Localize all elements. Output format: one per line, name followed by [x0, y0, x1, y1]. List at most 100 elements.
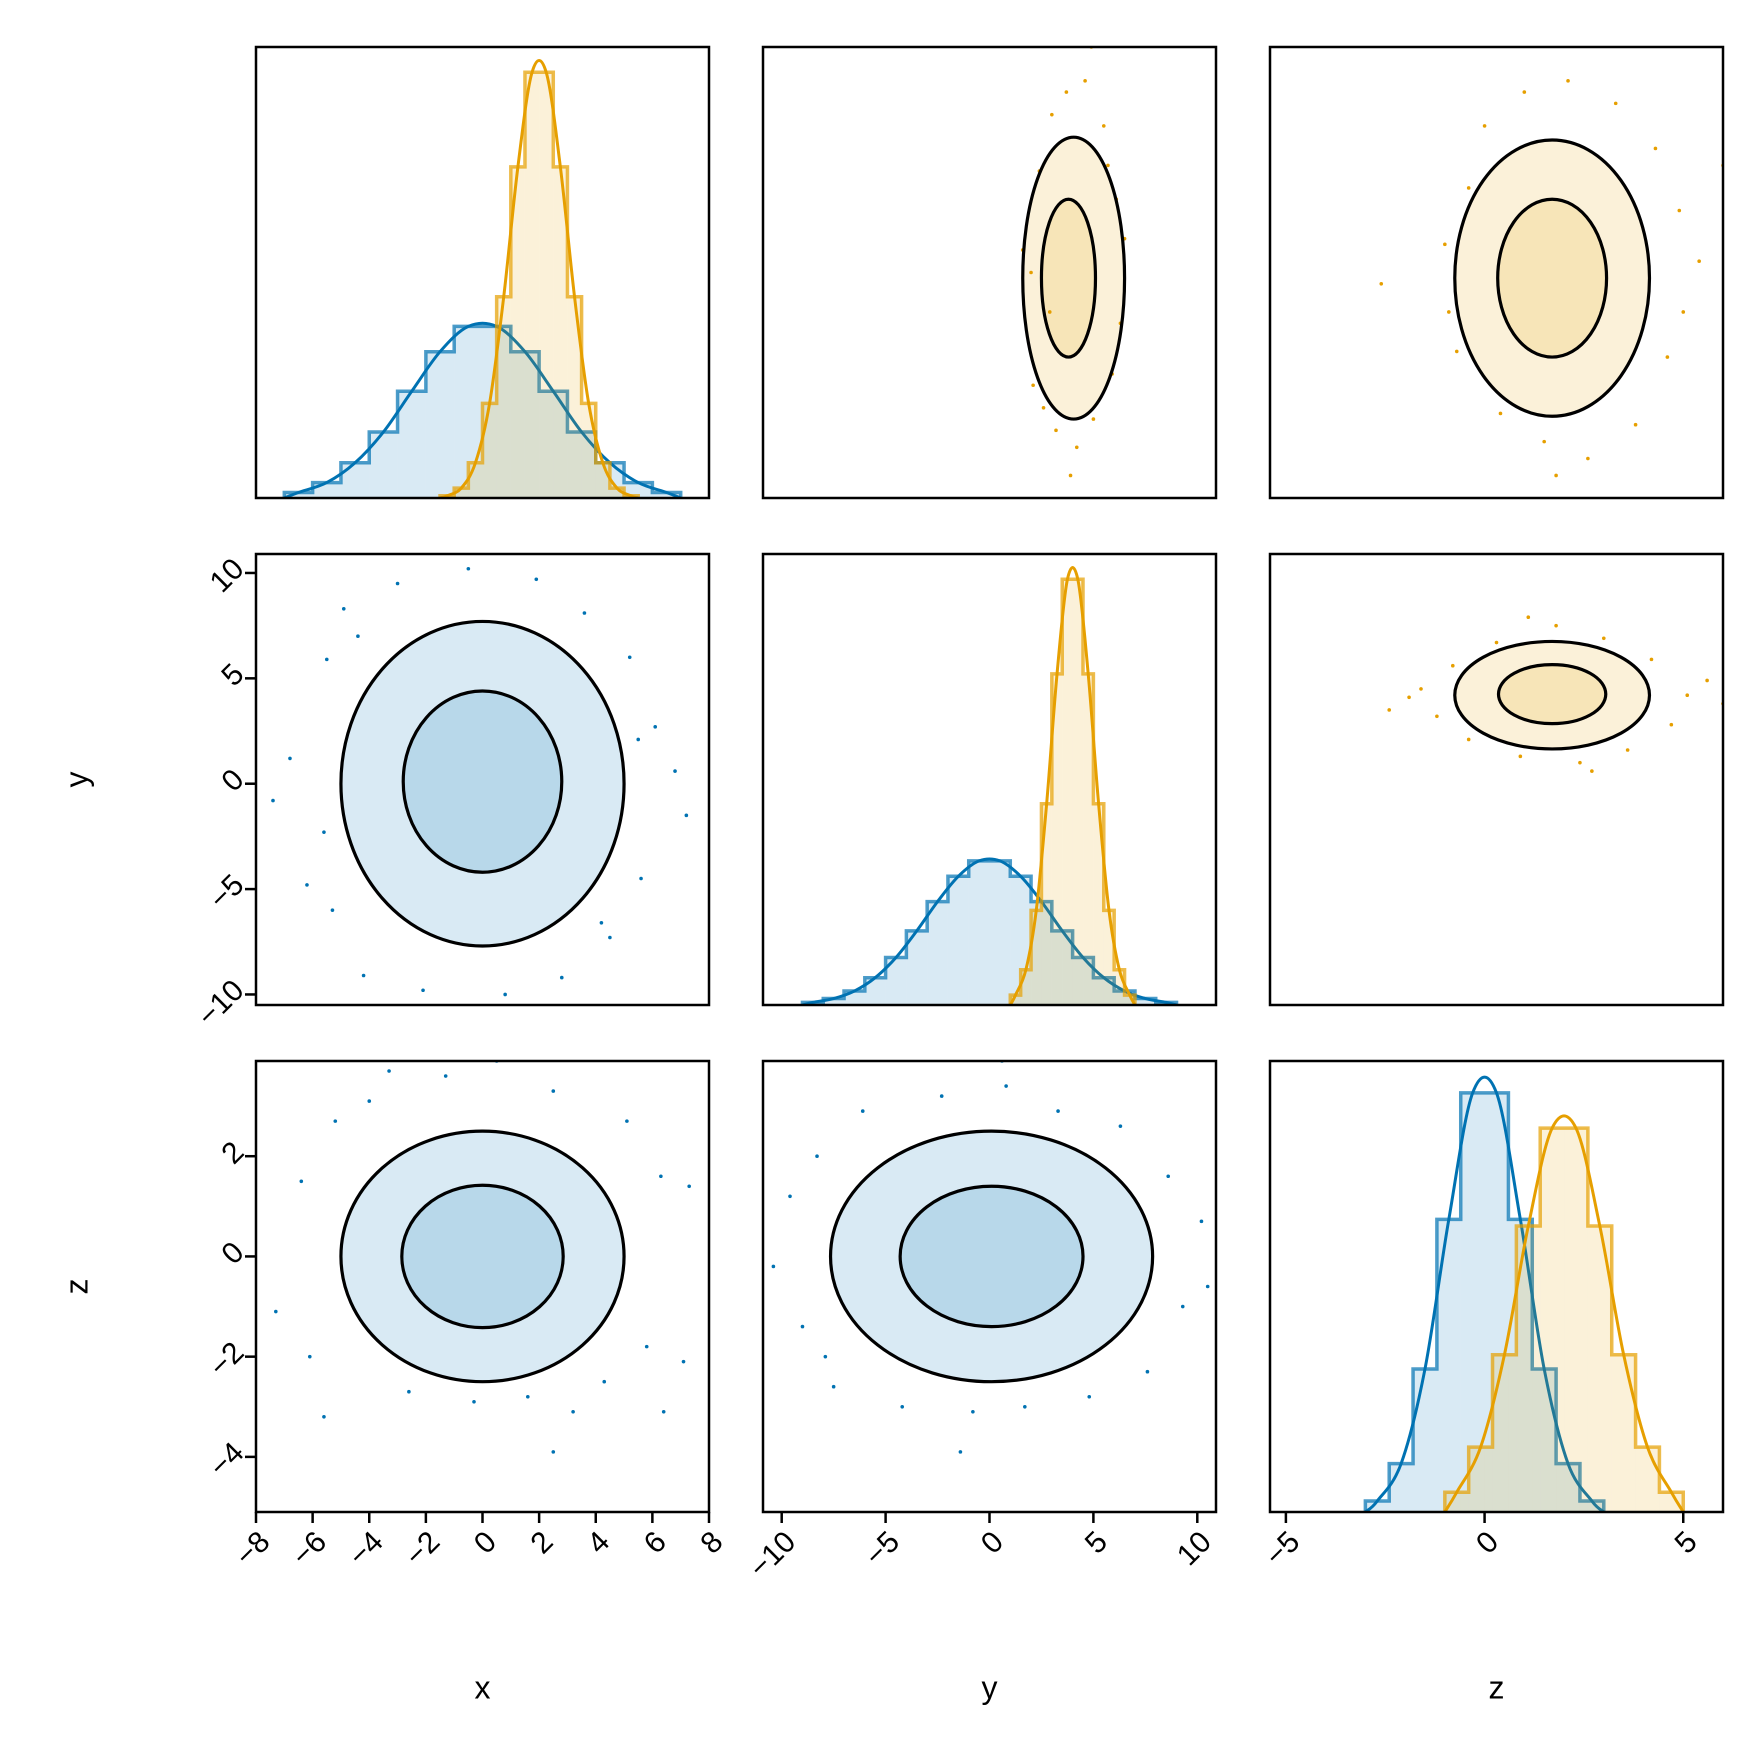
- scatter-point: [1542, 439, 1546, 444]
- scatter-point: [466, 566, 471, 571]
- panel: [274, 1061, 691, 1454]
- hist-bar: [1051, 930, 1073, 1005]
- scatter-point: [472, 1399, 476, 1404]
- panel-frame: [254, 552, 711, 1007]
- contour: [400, 1183, 565, 1330]
- hist-step: [1008, 577, 1137, 1005]
- scatter-point: [1494, 640, 1499, 645]
- scatter-point: [1166, 1174, 1171, 1179]
- scatter-point: [571, 1409, 575, 1414]
- scatter-point: [1498, 411, 1503, 416]
- scatter-point: [1205, 1284, 1210, 1289]
- scatter-point: [1106, 163, 1110, 168]
- scatter-point: [1566, 79, 1570, 83]
- scatter-point: [687, 1184, 691, 1189]
- scatter-point: [659, 1174, 663, 1179]
- scatter-point: [1101, 124, 1106, 128]
- panel-frame: [761, 45, 1218, 500]
- hist-bar: [1093, 977, 1115, 1005]
- hist-bar: [609, 488, 625, 498]
- hist-bar: [312, 482, 341, 498]
- scatter-point: [559, 975, 564, 980]
- scatter-point: [1050, 112, 1054, 117]
- density-curve: [439, 58, 639, 498]
- scatter-point: [1681, 310, 1686, 314]
- x-tick-label: −2: [399, 1525, 447, 1573]
- scatter-point: [407, 1389, 411, 1394]
- hist-bar: [947, 876, 969, 1005]
- hist-bar: [1508, 1219, 1533, 1512]
- scatter-point: [958, 1450, 963, 1454]
- y-tick-label: 0: [215, 763, 250, 798]
- hist-bar: [1659, 1492, 1684, 1512]
- hist-bar: [823, 998, 845, 1005]
- x-tick-label: 8: [694, 1525, 729, 1560]
- scatter-point: [831, 1384, 836, 1389]
- scatter-point: [939, 1094, 944, 1098]
- scatter-point: [1087, 1394, 1092, 1399]
- hist-step: [1363, 1091, 1606, 1512]
- scatter-point: [330, 908, 335, 912]
- x-tick-label: 5: [1079, 1525, 1114, 1560]
- scatter-point: [356, 634, 360, 638]
- hist-bar: [340, 462, 370, 498]
- scatter-point: [800, 1324, 805, 1329]
- contour: [401, 689, 564, 874]
- scatter-point: [639, 876, 643, 881]
- hist-bar: [397, 391, 426, 498]
- x-tick-label: 10: [1171, 1525, 1218, 1572]
- panel-frame: [254, 45, 711, 500]
- scatter-point: [1705, 678, 1709, 683]
- scatter-point: [582, 611, 587, 615]
- hist-bar: [425, 351, 455, 498]
- x-axis-label: y: [982, 1669, 998, 1705]
- contour: [1496, 663, 1608, 726]
- x-tick-label: −5: [859, 1525, 907, 1573]
- scatter-point: [387, 1069, 391, 1073]
- hist-bar: [567, 296, 582, 498]
- scatter-point: [1145, 1369, 1150, 1374]
- panel: [1363, 1075, 1686, 1512]
- scatter-point: [551, 1089, 556, 1093]
- hist-bar: [1389, 1463, 1414, 1512]
- scatter-point: [1407, 695, 1411, 700]
- scatter-point: [551, 1450, 556, 1454]
- hist-bar: [1103, 910, 1115, 1005]
- hist-bar: [1020, 969, 1032, 1005]
- hist-bar: [1540, 1128, 1565, 1512]
- x-tick-label: 0: [1470, 1525, 1505, 1560]
- hist-bar: [1413, 1369, 1437, 1512]
- scatter-point: [1625, 748, 1630, 752]
- y-tick-label: 2: [215, 1135, 250, 1170]
- scatter-point: [503, 992, 507, 997]
- scatter-point: [421, 988, 425, 993]
- scatter-point: [1199, 1219, 1204, 1224]
- hist-step: [800, 859, 1179, 1005]
- hist-bar: [284, 492, 313, 498]
- y-tick-label: −4: [203, 1436, 251, 1484]
- scatter-point: [1443, 242, 1447, 247]
- scatter-point: [1387, 708, 1392, 712]
- hist-bar: [595, 462, 610, 498]
- scatter-point: [1554, 473, 1558, 478]
- panel: [800, 565, 1179, 1005]
- scatter-point: [1056, 1109, 1060, 1113]
- scatter-point: [322, 830, 326, 834]
- scatter-point: [971, 1409, 975, 1414]
- y-axis-label: y: [58, 772, 94, 788]
- contour: [339, 619, 626, 948]
- x-axis-label: x: [475, 1669, 491, 1705]
- density-curve: [283, 321, 682, 498]
- hist-bar: [1516, 1226, 1541, 1512]
- hist-bar: [927, 901, 948, 1005]
- contour: [1021, 135, 1127, 421]
- scatter-point: [288, 756, 292, 761]
- scatter-point: [1578, 760, 1582, 765]
- x-tick-label: −10: [743, 1525, 802, 1584]
- x-tick-label: 0: [468, 1525, 503, 1560]
- scatter-point: [443, 1074, 448, 1078]
- scatter-point: [1450, 663, 1455, 668]
- scatter-point: [1466, 737, 1471, 742]
- scatter-point: [1064, 90, 1069, 94]
